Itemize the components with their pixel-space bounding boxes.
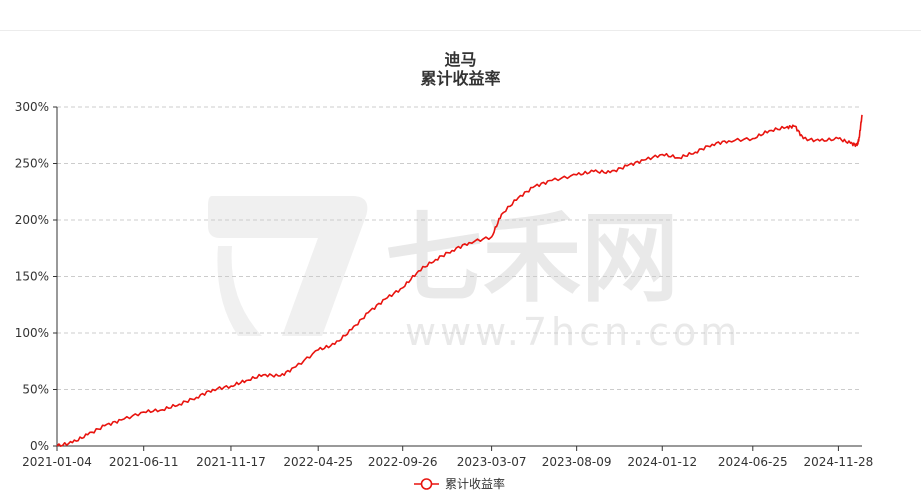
x-tick-label: 2022-04-25 bbox=[283, 455, 353, 469]
watermark-logo-swoosh-icon bbox=[217, 246, 262, 336]
series-line bbox=[56, 114, 863, 447]
y-tick-label: 200% bbox=[15, 213, 49, 227]
x-axis-ticks: 2021-01-04 2021-06-11 2021-11-17 2022-04-25… bbox=[22, 446, 873, 469]
x-tick-label: 2023-03-07 bbox=[457, 455, 527, 469]
chart-titles: 迪马 累计收益率 bbox=[0, 50, 921, 88]
y-tick-label: 300% bbox=[15, 100, 49, 114]
watermark: 七禾网 www.7hcn.com bbox=[208, 196, 741, 354]
legend-label: 累计收益率 bbox=[445, 476, 505, 491]
x-tick-label: 2021-01-04 bbox=[22, 455, 92, 469]
watermark-brand: 七禾网 bbox=[385, 202, 679, 316]
x-tick-label: 2021-06-11 bbox=[109, 455, 179, 469]
watermark-url: www.7hcn.com bbox=[405, 310, 741, 354]
grid-lines bbox=[57, 106, 862, 390]
y-tick-label: 150% bbox=[15, 270, 49, 284]
y-axis-ticks: 0% 50% 100% 150% 200% 250% 300% bbox=[15, 100, 57, 453]
x-tick-label: 2023-08-09 bbox=[542, 455, 612, 469]
y-tick-label: 100% bbox=[15, 326, 49, 340]
x-tick-label: 2022-09-26 bbox=[368, 455, 438, 469]
x-tick-label: 2021-11-17 bbox=[196, 455, 266, 469]
x-tick-label: 2024-01-12 bbox=[627, 455, 697, 469]
y-tick-label: 50% bbox=[22, 383, 49, 397]
legend[interactable]: 累计收益率 bbox=[414, 476, 505, 491]
chart-subtitle: 累计收益率 bbox=[420, 69, 501, 88]
top-divider bbox=[0, 30, 921, 31]
y-tick-label: 0% bbox=[30, 439, 49, 453]
legend-swatch-marker bbox=[420, 478, 433, 490]
watermark-logo-icon bbox=[208, 196, 368, 336]
y-tick-label: 250% bbox=[15, 157, 49, 171]
x-tick-label: 2024-11-28 bbox=[804, 455, 874, 469]
x-tick-label: 2024-06-25 bbox=[718, 455, 788, 469]
chart-title: 迪马 bbox=[444, 50, 477, 69]
